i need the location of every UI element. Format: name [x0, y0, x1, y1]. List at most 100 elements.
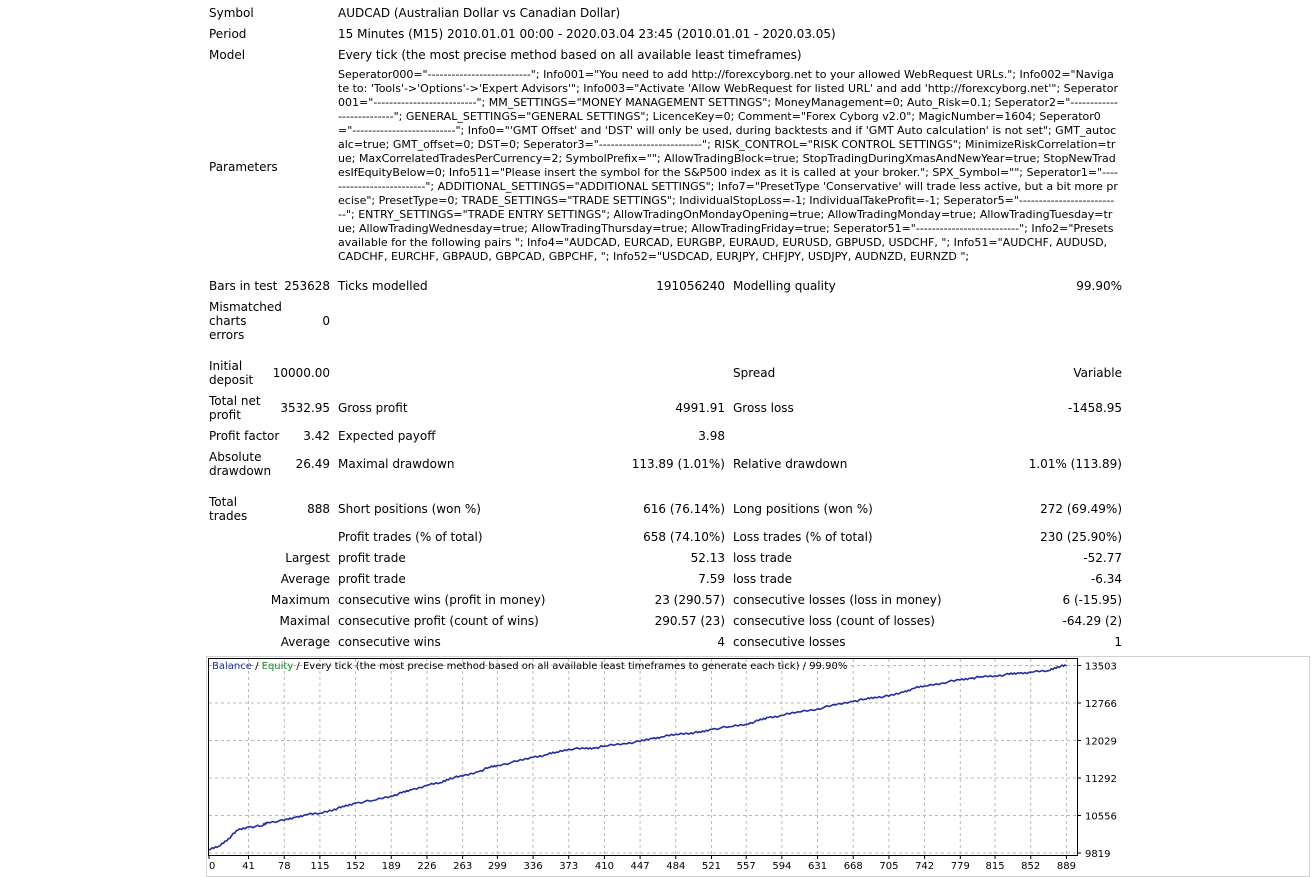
balance-chart-svg: 13503 12766 12029 11292 10556 9819 0 41 78 115 15…: [206, 656, 1310, 877]
total-trades-label: trades: [209, 509, 248, 523]
x-tick-label: 815: [985, 861, 1004, 872]
avg-consec-losses-label: consecutive losses: [733, 635, 846, 649]
x-axis: 0 41 78 115 152 189 226 263 299 336 373 410 447 484 52…: [208, 855, 1076, 872]
average-profit-label: profit trade: [338, 572, 406, 586]
y-tick-label: 12029: [1085, 737, 1117, 748]
long-positions-value: 272 (69.49%): [1040, 502, 1122, 516]
bars-in-test-label: Bars in test: [209, 279, 278, 293]
x-tick-label: 410: [595, 861, 614, 872]
legend-equity: Equity: [262, 661, 294, 672]
largest-loss-value: -52.77: [1083, 551, 1122, 565]
maximal-label: Maximal: [279, 614, 330, 628]
max-consec-losses-label: consecutive losses (loss in money): [733, 593, 942, 607]
relative-drawdown-label: Relative drawdown: [733, 457, 848, 471]
spread-label: Spread: [733, 366, 776, 380]
expected-payoff-label: Expected payoff: [338, 429, 436, 443]
y-tick-label: 9819: [1085, 849, 1110, 860]
mismatched-value: 0: [322, 314, 330, 328]
chart-legend: Balance / Equity / Every tick (the most …: [212, 661, 847, 672]
total-net-profit-label: profit: [209, 408, 241, 422]
mismatched-label: Mismatched: [209, 300, 282, 314]
maximal-consec-profit-label: consecutive profit (count of wins): [338, 614, 539, 628]
total-net-profit-label: Total net: [209, 394, 261, 408]
short-positions-label: Short positions (won %): [338, 502, 481, 516]
ticks-modelled-value: 191056240: [656, 279, 725, 293]
model-label: Model: [209, 48, 246, 62]
x-tick-label: 299: [488, 861, 507, 872]
symbol-value: AUDCAD (Australian Dollar vs Canadian Do…: [338, 6, 621, 20]
bars-in-test-value: 253628: [284, 279, 330, 293]
x-tick-label: 557: [737, 861, 756, 872]
x-tick-label: 373: [559, 861, 578, 872]
y-tick-label: 13503: [1085, 661, 1117, 672]
maximal-drawdown-value: 113.89 (1.01%): [631, 457, 725, 471]
x-tick-label: 521: [702, 861, 721, 872]
max-consec-losses-value: 6 (-15.95): [1062, 593, 1123, 607]
gross-loss-value: -1458.95: [1068, 401, 1122, 415]
total-trades-label: Total: [209, 495, 238, 509]
avg-consec-losses-value: 1: [1114, 635, 1122, 649]
initial-deposit-label: deposit: [209, 373, 254, 387]
x-tick-label: 78: [278, 861, 291, 872]
model-value: Every tick (the most precise method base…: [338, 48, 802, 62]
legend-description: / Every tick (the most precise method ba…: [293, 661, 847, 672]
x-tick-label: 889: [1057, 861, 1076, 872]
x-tick-label: 336: [524, 861, 543, 872]
avg-consec-wins-label: consecutive wins: [338, 635, 441, 649]
profit-trades-label: Profit trades (% of total): [338, 530, 483, 544]
profit-trades-value: 658 (74.10%): [643, 530, 725, 544]
total-net-profit-value: 3532.95: [280, 401, 330, 415]
loss-trades-value: 230 (25.90%): [1040, 530, 1122, 544]
largest-profit-label: profit trade: [338, 551, 406, 565]
x-tick-label: 447: [631, 861, 650, 872]
x-tick-label: 594: [772, 861, 791, 872]
maximum-label: Maximum: [270, 593, 330, 607]
period-label: Period: [209, 27, 247, 41]
expected-payoff-value: 3.98: [698, 429, 725, 443]
plot-area: [208, 658, 1078, 856]
x-tick-label: 631: [808, 861, 827, 872]
mismatched-label: charts: [209, 314, 247, 328]
modelling-quality-value: 99.90%: [1076, 279, 1122, 293]
period-value: 15 Minutes (M15) 2010.01.01 00:00 - 2020…: [338, 27, 836, 41]
initial-deposit-value: 10000.00: [272, 366, 330, 380]
profit-factor-label: Profit factor: [209, 429, 280, 443]
balance-line: [208, 664, 1067, 851]
absolute-drawdown-value: 26.49: [295, 457, 330, 471]
legend-separator: /: [252, 661, 262, 672]
balance-chart: 13503 12766 12029 11292 10556 9819 0 41 78 115 15…: [206, 656, 1310, 877]
mismatched-label: errors: [209, 328, 245, 342]
average-consec-label: Average: [280, 635, 330, 649]
modelling-quality-label: Modelling quality: [733, 279, 836, 293]
largest-loss-label: loss trade: [733, 551, 792, 565]
maximal-drawdown-label: Maximal drawdown: [338, 457, 455, 471]
long-positions-label: Long positions (won %): [733, 502, 873, 516]
x-tick-label: 263: [453, 861, 472, 872]
y-axis: 13503 12766 12029 11292 10556 9819: [1077, 661, 1117, 860]
symbol-label: Symbol: [209, 6, 254, 20]
short-positions-value: 616 (76.14%): [643, 502, 725, 516]
x-tick-label: 226: [417, 861, 436, 872]
absolute-drawdown-label: Absolute: [209, 450, 262, 464]
average-profit-value: 7.59: [698, 572, 725, 586]
gross-profit-value: 4991.91: [675, 401, 725, 415]
spread-value: Variable: [1073, 366, 1122, 380]
relative-drawdown-value: 1.01% (113.89): [1028, 457, 1122, 471]
initial-deposit-label: Initial: [209, 359, 243, 373]
chart-grid: [209, 659, 1077, 855]
legend-balance: Balance: [212, 661, 252, 672]
parameters-label: Parameters: [209, 160, 278, 174]
y-tick-label: 11292: [1085, 774, 1117, 785]
x-tick-label: 115: [310, 861, 329, 872]
maximal-consec-loss-value: -64.29 (2): [1062, 614, 1123, 628]
y-tick-label: 10556: [1085, 811, 1117, 822]
average-loss-label: loss trade: [733, 572, 792, 586]
x-tick-label: 742: [915, 861, 934, 872]
avg-consec-wins-value: 4: [717, 635, 725, 649]
x-tick-label: 852: [1021, 861, 1040, 872]
total-trades-value: 888: [307, 502, 330, 516]
x-tick-label: 705: [879, 861, 898, 872]
max-consec-wins-label: consecutive wins (profit in money): [338, 593, 546, 607]
average-label: Average: [280, 572, 330, 586]
x-tick-label: 152: [346, 861, 365, 872]
